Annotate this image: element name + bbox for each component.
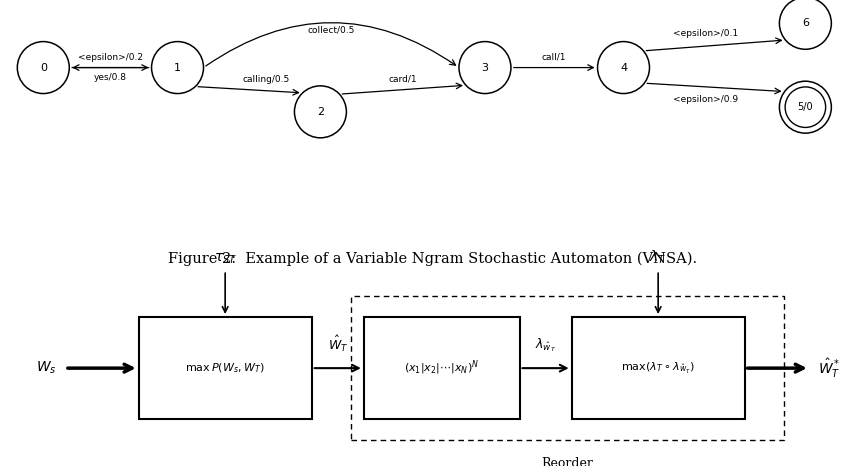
Ellipse shape [294, 86, 346, 138]
Text: 2: 2 [317, 107, 324, 117]
Text: Figure 2:  Example of a Variable Ngram Stochastic Automaton (VNSA).: Figure 2: Example of a Variable Ngram St… [169, 252, 697, 266]
Text: collect/0.5: collect/0.5 [307, 26, 355, 35]
Ellipse shape [779, 0, 831, 49]
Text: 4: 4 [620, 62, 627, 73]
Text: $\mathrm{max}(\lambda_T \circ \lambda_{\hat{w}_T})$: $\mathrm{max}(\lambda_T \circ \lambda_{\… [621, 361, 695, 376]
Bar [364, 317, 520, 419]
Text: $\lambda_T$: $\lambda_T$ [650, 248, 667, 266]
Text: call/1: call/1 [542, 53, 566, 62]
Ellipse shape [779, 81, 831, 133]
Bar [139, 317, 312, 419]
Text: 0: 0 [40, 62, 47, 73]
Text: 3: 3 [481, 62, 488, 73]
Ellipse shape [17, 41, 69, 94]
Text: $(x_1|x_2|\cdots|x_N)^N$: $(x_1|x_2|\cdots|x_N)^N$ [404, 359, 479, 377]
Text: $W_s$: $W_s$ [36, 360, 56, 377]
Text: card/1: card/1 [388, 75, 417, 84]
Text: Reorder: Reorder [541, 457, 593, 466]
Text: $\tau_{ST}$: $\tau_{ST}$ [214, 251, 236, 266]
Ellipse shape [459, 41, 511, 94]
Text: $\lambda_{\hat{w}_T}$: $\lambda_{\hat{w}_T}$ [535, 336, 556, 354]
Bar [572, 317, 745, 419]
Text: 6: 6 [802, 18, 809, 28]
Text: $\mathrm{max}\,P(W_s,W_T)$: $\mathrm{max}\,P(W_s,W_T)$ [185, 361, 265, 375]
Text: 5/0: 5/0 [798, 102, 813, 112]
Text: <epsilon>/0.2: <epsilon>/0.2 [78, 53, 143, 62]
Text: $\hat{W}^*_T$: $\hat{W}^*_T$ [818, 356, 841, 380]
Text: yes/0.8: yes/0.8 [94, 73, 127, 82]
Text: <epsilon>/0.9: <epsilon>/0.9 [673, 95, 739, 103]
Text: calling/0.5: calling/0.5 [242, 75, 290, 84]
Ellipse shape [598, 41, 650, 94]
Text: 1: 1 [174, 62, 181, 73]
Ellipse shape [152, 41, 204, 94]
Text: <epsilon>/0.1: <epsilon>/0.1 [673, 29, 739, 38]
Text: $\hat{W}_T$: $\hat{W}_T$ [327, 334, 348, 354]
Bar [351, 296, 784, 440]
